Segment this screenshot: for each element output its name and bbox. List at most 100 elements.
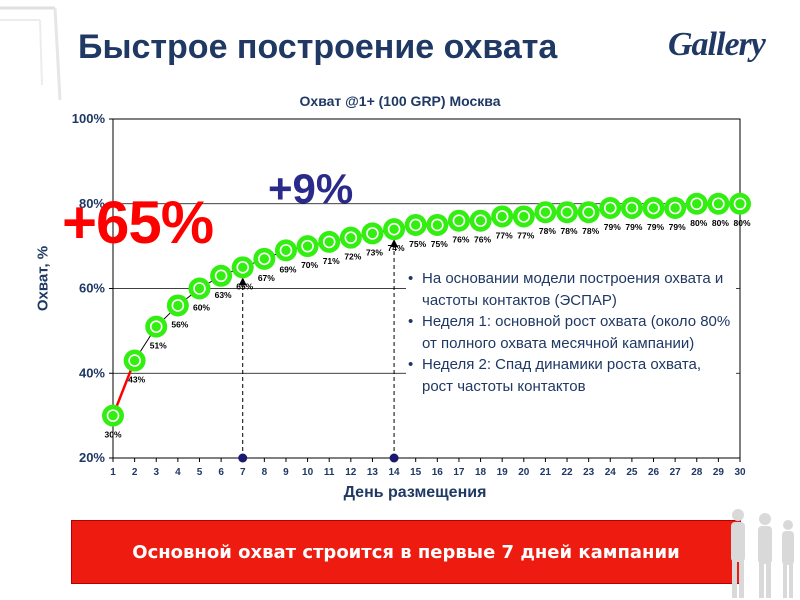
data-point <box>253 247 276 270</box>
data-point <box>685 192 708 215</box>
x-tick-label: 8 <box>262 467 268 478</box>
data-label: 80% <box>733 218 750 228</box>
x-tick-label: 28 <box>691 467 703 478</box>
x-tick-label: 1 <box>110 467 116 478</box>
data-point <box>318 230 341 253</box>
x-tick-label: 4 <box>175 467 181 478</box>
y-tick-label: 100% <box>72 111 106 126</box>
data-point <box>577 201 600 224</box>
data-label: 43% <box>128 375 145 385</box>
data-label: 76% <box>452 235 469 245</box>
data-point-ring <box>366 227 379 240</box>
x-tick-label: 14 <box>389 467 401 478</box>
data-label: 67% <box>258 273 275 283</box>
data-point <box>729 192 751 215</box>
x-tick-label: 30 <box>734 467 746 478</box>
data-point-ring <box>193 282 206 295</box>
data-point <box>664 196 687 219</box>
data-point-ring <box>539 205 552 219</box>
growth-callout-week2: +9% <box>268 165 354 212</box>
data-point <box>599 196 622 219</box>
x-tick-label: 22 <box>561 467 573 478</box>
data-label: 60% <box>193 303 210 313</box>
x-tick-label: 2 <box>132 467 138 478</box>
data-label: 77% <box>517 230 534 240</box>
data-point-ring <box>625 201 639 215</box>
data-label: 79% <box>669 222 686 232</box>
data-point <box>534 201 557 224</box>
x-tick-label: 6 <box>218 467 224 478</box>
gallery-logo: Gallery <box>668 26 766 63</box>
x-tick-label: 29 <box>713 467 725 478</box>
data-point-ring <box>517 210 531 223</box>
data-point <box>188 277 211 300</box>
y-tick-label: 60% <box>79 281 105 296</box>
data-point-ring <box>171 299 185 312</box>
x-axis-label: День размещения <box>343 484 487 501</box>
data-point-ring <box>733 197 747 211</box>
data-label: 80% <box>712 218 729 228</box>
x-tick-label: 3 <box>153 467 159 478</box>
x-tick-label: 16 <box>432 467 444 478</box>
data-point <box>383 218 406 241</box>
data-label: 74% <box>388 243 405 253</box>
x-tick-label: 25 <box>626 467 638 478</box>
x-tick-label: 19 <box>497 467 509 478</box>
data-point <box>556 201 579 224</box>
data-point <box>361 222 384 245</box>
data-point-ring <box>128 354 141 367</box>
data-label: 76% <box>474 235 491 245</box>
data-point <box>642 196 665 219</box>
data-label: 80% <box>690 218 707 228</box>
x-tick-label: 9 <box>283 467 289 478</box>
guide-marker <box>238 453 248 463</box>
x-tick-label: 11 <box>324 467 335 478</box>
x-tick-label: 12 <box>345 467 357 478</box>
slide-title: Быстрое построение охвата <box>78 28 558 66</box>
note-item: Неделя 1: основной рост охвата (около 80… <box>406 311 736 354</box>
x-tick-label: 23 <box>583 467 595 478</box>
y-tick-label: 20% <box>79 450 105 465</box>
data-point <box>426 213 449 236</box>
data-label: 78% <box>539 226 556 236</box>
x-tick-label: 26 <box>648 467 660 478</box>
data-point-ring <box>214 269 228 283</box>
data-label: 78% <box>561 226 578 236</box>
conclusion-text: Основной охват строится в первые 7 дней … <box>132 541 680 563</box>
data-label: 69% <box>279 264 296 274</box>
data-label: 79% <box>647 222 664 232</box>
data-point <box>166 294 189 317</box>
guide-arrowhead <box>238 277 247 286</box>
conclusion-banner: Основной охват строится в первые 7 дней … <box>71 520 741 584</box>
y-axis-label: Охват, % <box>34 245 52 312</box>
data-point <box>231 256 254 279</box>
data-point-ring <box>301 239 314 253</box>
data-point <box>447 209 470 232</box>
data-point <box>404 213 427 236</box>
y-tick-label: 40% <box>79 365 105 380</box>
data-point-ring <box>409 218 422 232</box>
data-point-ring <box>106 409 120 422</box>
data-point <box>123 349 146 372</box>
chart-title: Охват @1+ (100 GRP) Москва <box>299 93 501 109</box>
notes-list: На основании модели построения охвата и … <box>406 268 736 397</box>
guide-arrowhead <box>390 239 399 248</box>
people-silhouettes-decoration <box>731 509 794 598</box>
x-tick-label: 7 <box>240 467 246 478</box>
data-point-ring <box>495 210 509 223</box>
data-point <box>145 315 168 338</box>
data-label: 65% <box>236 281 253 291</box>
data-point <box>512 205 535 228</box>
data-label: 56% <box>171 319 188 329</box>
data-label: 77% <box>496 230 513 240</box>
data-point <box>102 404 124 427</box>
data-label: 30% <box>104 430 121 440</box>
data-label: 51% <box>150 341 167 351</box>
x-tick-label: 13 <box>367 467 379 478</box>
data-point-ring <box>560 205 574 219</box>
data-point <box>210 264 233 287</box>
data-point <box>491 205 514 228</box>
data-point-ring <box>387 222 401 236</box>
guide-marker <box>389 453 399 463</box>
note-item: На основании модели построения охвата и … <box>406 268 736 311</box>
